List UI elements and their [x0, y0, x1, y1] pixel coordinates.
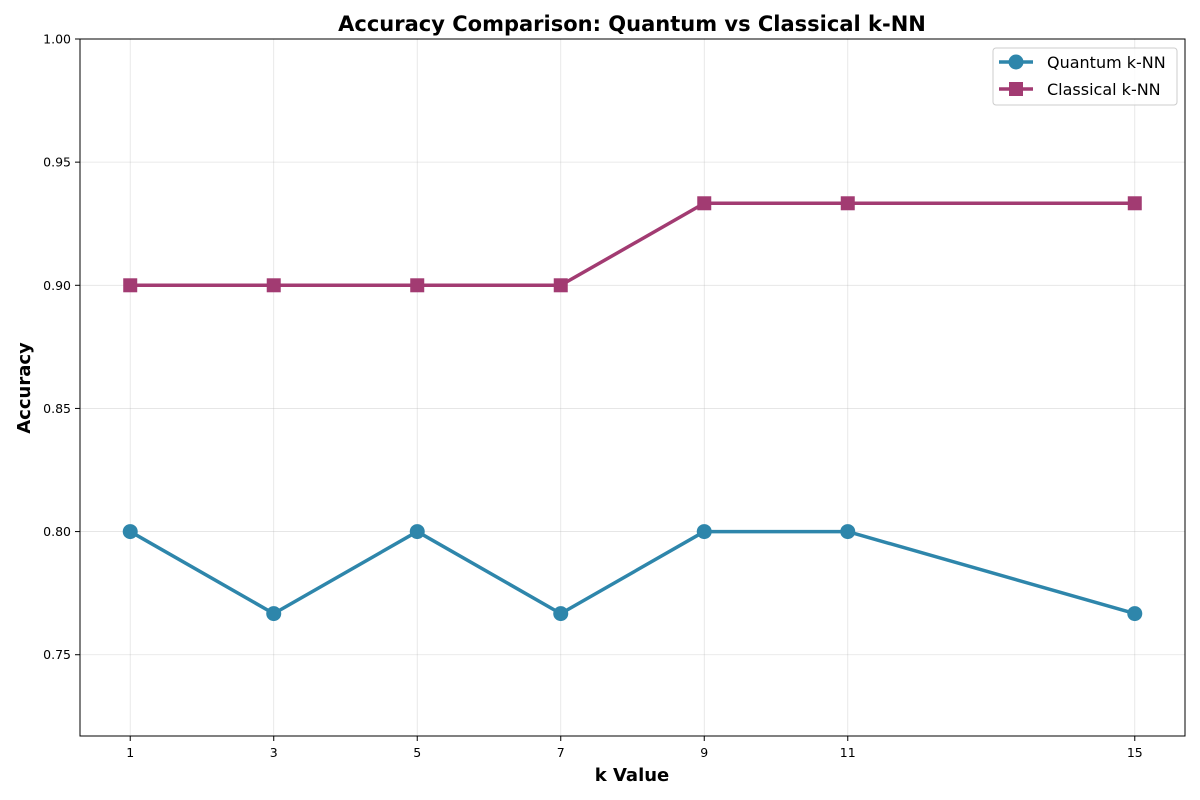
data-point: [122, 524, 138, 540]
legend-entries: Quantum k-NN Classical k-NN: [999, 53, 1166, 99]
legend-frame: [992, 47, 1178, 106]
legend-entry: Quantum k-NN: [999, 53, 1166, 72]
data-point: [266, 606, 282, 622]
x-tick-label: 5: [413, 745, 421, 760]
y-tick-label: 0.90: [43, 278, 71, 293]
data-point: [123, 278, 138, 293]
y-tick-label: 1.00: [43, 32, 71, 47]
data-point: [696, 524, 712, 540]
legend-entry: Classical k-NN: [999, 80, 1161, 99]
data-point: [409, 524, 425, 540]
data-point: [840, 196, 855, 211]
axes-frame: [79, 38, 1186, 737]
legend: Quantum k-NN Classical k-NN: [992, 47, 1178, 106]
legend-label: Quantum k-NN: [1047, 53, 1166, 72]
chart-title: Accuracy Comparison: Quantum vs Classica…: [338, 12, 926, 36]
legend-marker: [1008, 54, 1024, 70]
data-point: [410, 278, 425, 293]
x-axis-label: k Value: [595, 765, 670, 786]
ticks-layer: 1 3 5 7 9 11 15 0.75 0.80 0.85 0.90 0.95 1.00: [43, 32, 1143, 761]
x-tick-label: 3: [270, 745, 278, 760]
x-tick-label: 7: [557, 745, 565, 760]
x-tick-label: 9: [700, 745, 708, 760]
legend-label: Classical k-NN: [1047, 80, 1161, 99]
x-tick-label: 11: [840, 745, 856, 760]
data-point: [1127, 196, 1142, 211]
y-tick-label: 0.85: [43, 401, 71, 416]
y-tick-label: 0.75: [43, 647, 71, 662]
y-axis-label: Accuracy: [14, 342, 35, 434]
data-point: [840, 524, 856, 540]
data-point: [1127, 606, 1143, 622]
series-circle: [122, 524, 1143, 622]
data-point: [697, 196, 712, 211]
series-square: [123, 196, 1142, 293]
x-tick-label: 1: [126, 745, 134, 760]
data-point: [266, 278, 281, 293]
x-tick-label: 15: [1127, 745, 1143, 760]
series-layer: [122, 196, 1143, 622]
data-point: [553, 606, 569, 622]
y-tick-label: 0.80: [43, 524, 71, 539]
data-point: [553, 278, 568, 293]
y-tick-label: 0.95: [43, 155, 71, 170]
legend-marker: [1009, 82, 1023, 96]
